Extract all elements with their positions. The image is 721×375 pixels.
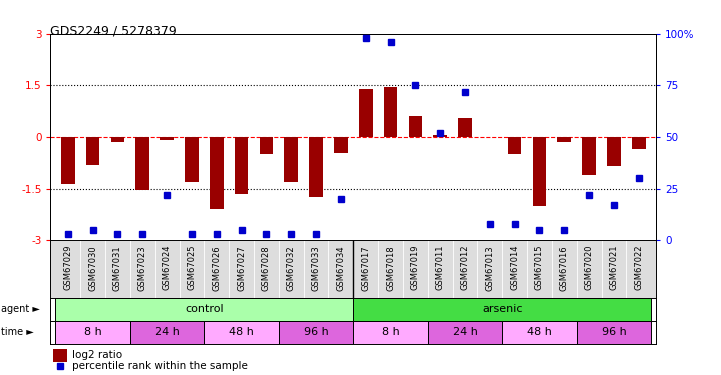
Text: GSM67020: GSM67020 xyxy=(585,245,593,291)
Bar xyxy=(557,137,571,142)
Bar xyxy=(428,321,503,344)
Bar xyxy=(503,321,577,344)
Text: GSM67031: GSM67031 xyxy=(113,245,122,291)
Text: GSM67025: GSM67025 xyxy=(187,245,196,291)
Bar xyxy=(86,137,99,165)
Bar xyxy=(353,298,651,321)
Text: GSM67015: GSM67015 xyxy=(535,245,544,291)
Text: GSM67024: GSM67024 xyxy=(163,245,172,291)
Text: agent ►: agent ► xyxy=(1,304,40,314)
Bar xyxy=(260,137,273,154)
Text: GSM67026: GSM67026 xyxy=(212,245,221,291)
Text: GSM67027: GSM67027 xyxy=(237,245,246,291)
Text: 8 h: 8 h xyxy=(84,327,102,337)
Text: arsenic: arsenic xyxy=(482,304,523,314)
Bar xyxy=(136,137,149,190)
Bar xyxy=(508,137,521,154)
Text: 48 h: 48 h xyxy=(229,327,254,337)
Text: GSM67019: GSM67019 xyxy=(411,245,420,291)
Text: GSM67029: GSM67029 xyxy=(63,245,72,291)
Bar xyxy=(56,321,130,344)
Text: GSM67033: GSM67033 xyxy=(311,245,321,291)
Text: GSM67016: GSM67016 xyxy=(559,245,569,291)
Text: 96 h: 96 h xyxy=(601,327,627,337)
Text: GSM67028: GSM67028 xyxy=(262,245,271,291)
Bar xyxy=(583,137,596,175)
Bar xyxy=(185,137,199,182)
Bar xyxy=(235,137,249,194)
Bar xyxy=(110,137,124,142)
Bar xyxy=(284,137,298,182)
Bar xyxy=(359,89,373,137)
Bar xyxy=(61,137,75,183)
Bar xyxy=(632,137,645,149)
Bar xyxy=(160,137,174,140)
Text: time ►: time ► xyxy=(1,327,33,337)
Bar xyxy=(279,321,353,344)
Text: control: control xyxy=(185,304,224,314)
Text: GSM67032: GSM67032 xyxy=(287,245,296,291)
Text: GSM67021: GSM67021 xyxy=(609,245,619,291)
Bar xyxy=(384,87,397,137)
Bar xyxy=(309,137,323,197)
Bar xyxy=(56,298,353,321)
Text: 96 h: 96 h xyxy=(304,327,329,337)
Text: GSM67030: GSM67030 xyxy=(88,245,97,291)
Text: GSM67034: GSM67034 xyxy=(337,245,345,291)
Text: GSM67013: GSM67013 xyxy=(485,245,495,291)
Bar xyxy=(334,137,348,153)
Bar xyxy=(204,321,279,344)
Bar xyxy=(533,137,547,206)
Text: GSM67018: GSM67018 xyxy=(386,245,395,291)
Bar xyxy=(433,135,447,137)
Text: log2 ratio: log2 ratio xyxy=(71,350,122,360)
Text: GSM67014: GSM67014 xyxy=(510,245,519,291)
Text: 8 h: 8 h xyxy=(381,327,399,337)
Text: 24 h: 24 h xyxy=(155,327,180,337)
Text: GDS2249 / 5278379: GDS2249 / 5278379 xyxy=(50,24,177,38)
Bar xyxy=(210,137,224,209)
Bar xyxy=(53,349,67,361)
Text: GSM67023: GSM67023 xyxy=(138,245,147,291)
Text: 48 h: 48 h xyxy=(527,327,552,337)
Text: GSM67011: GSM67011 xyxy=(435,245,445,291)
Text: GSM67022: GSM67022 xyxy=(634,245,643,291)
Bar xyxy=(409,116,423,137)
Text: GSM67017: GSM67017 xyxy=(361,245,370,291)
Bar xyxy=(353,321,428,344)
Text: percentile rank within the sample: percentile rank within the sample xyxy=(71,361,247,371)
Bar xyxy=(130,321,204,344)
Bar xyxy=(577,321,651,344)
Text: GSM67012: GSM67012 xyxy=(461,245,469,291)
Bar xyxy=(607,137,621,166)
Bar xyxy=(458,118,472,137)
Text: 24 h: 24 h xyxy=(453,327,477,337)
